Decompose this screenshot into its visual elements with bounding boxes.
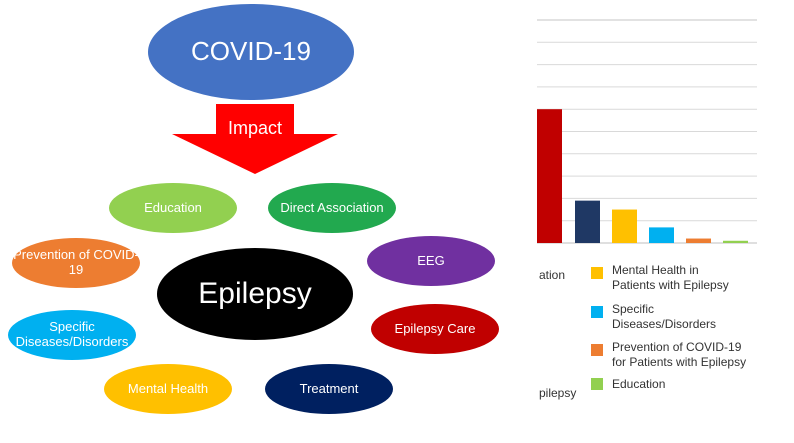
legend-label-line: Patients with Epilepsy	[612, 278, 729, 292]
legend-label-line: Diseases/Disorders	[612, 317, 717, 331]
legend-swatch	[591, 344, 603, 356]
prevention-node: Prevention of COVID-19	[12, 238, 140, 288]
mental-health-node: Mental Health	[104, 364, 232, 414]
legend-label-line: for Patients with Epilepsy	[612, 355, 747, 369]
legend-swatch	[591, 378, 603, 390]
bar-prevention-of-covid-19-for-patients-with-epilepsy	[686, 238, 711, 243]
cut-legend-label-bottom: pilepsy	[539, 386, 577, 400]
legend-label-line: Education	[612, 377, 666, 391]
impact-arrow-icon	[172, 104, 338, 174]
specific-diseases-node: Specific Diseases/Disorders	[8, 310, 136, 360]
bar-epilepsy-care	[537, 109, 562, 243]
legend-swatch	[591, 306, 603, 318]
covid-19-node: COVID-19	[148, 4, 354, 100]
direct-association-node: Direct Association	[268, 183, 396, 233]
legend-swatch	[591, 267, 603, 279]
legend-label-line: Prevention of COVID-19	[612, 340, 742, 354]
bar-specific-diseases-disorders	[649, 227, 674, 243]
eeg-node: EEG	[367, 236, 495, 286]
cut-legend-label-top: ation	[539, 268, 566, 282]
legend-label: Education	[612, 377, 665, 392]
legend-label-line: Mental Health in	[612, 263, 699, 277]
treatment-node: Treatment	[265, 364, 393, 414]
epilepsy-node: Epilepsy	[157, 248, 353, 340]
bar-mental-health-in-patients-with-epilepsy	[612, 209, 637, 243]
bar-education	[723, 240, 748, 243]
impact-label: Impact	[227, 118, 283, 138]
epilepsy-care-node: Epilepsy Care	[371, 304, 499, 354]
education-node: Education	[109, 183, 237, 233]
bar-chart	[537, 19, 757, 244]
legend-label-line: Specific	[612, 302, 655, 316]
legend-label: Specific Diseases/Disorders	[612, 302, 716, 332]
legend-label: Mental Health in Patients with Epilepsy	[612, 263, 729, 293]
legend-label: Prevention of COVID-19 for Patients with …	[612, 340, 746, 370]
bar-treatment	[575, 200, 600, 243]
